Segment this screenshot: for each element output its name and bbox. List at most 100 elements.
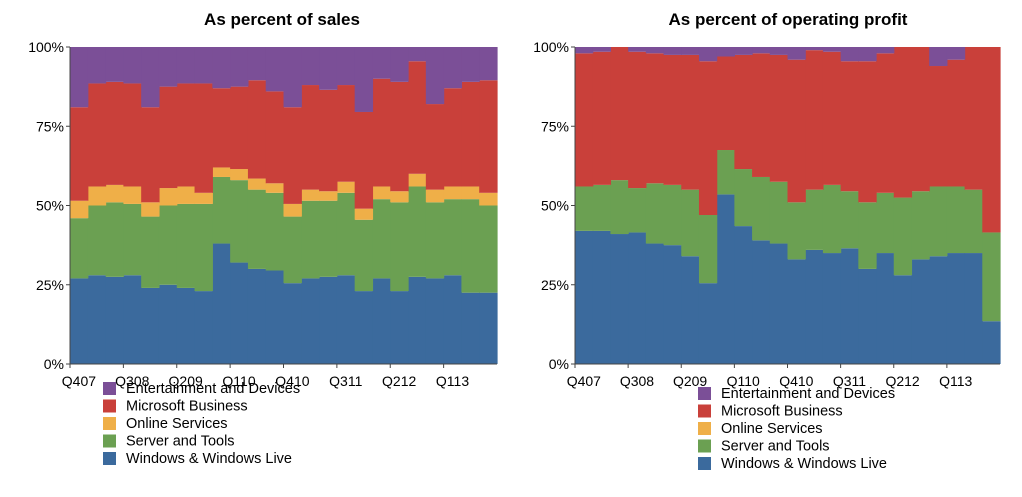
- profit-bar-windows-and-windows-live-q312: [911, 259, 930, 364]
- profit-bar-windows-and-windows-live-q210: [752, 240, 771, 364]
- profit-bar-server-and-tools-q208: [610, 180, 629, 235]
- sales-bar-microsoft-business-q411: [354, 111, 374, 209]
- profit-bar-microsoft-business-q108: [592, 51, 612, 185]
- sales-bar-windows-and-windows-live-q110: [230, 262, 249, 364]
- profit-bar-server-and-tools-q113: [946, 186, 966, 254]
- profit-bar-windows-and-windows-live-q412: [929, 256, 948, 364]
- profit-y-axis: 0% 25% 50% 75% 100%: [533, 39, 575, 372]
- sales-bar-windows-and-windows-live-q309: [194, 291, 213, 364]
- sales-bar-online-services-q313: [479, 192, 498, 206]
- profit-bar-entertainment-and-devices-q211: [822, 47, 842, 52]
- sales-bar-windows-and-windows-live-q210: [247, 268, 267, 364]
- sales-bar-online-services-q410: [283, 203, 302, 217]
- sales-bar-server-and-tools-q410: [283, 216, 302, 284]
- sales-bar-entertainment-and-devices-q210: [247, 47, 267, 81]
- sales-bar-online-services-q211: [319, 191, 338, 201]
- sales-bar-entertainment-and-devices-q212: [390, 47, 409, 82]
- profit-bar-entertainment-and-devices-q111: [805, 47, 824, 51]
- sales-bar-entertainment-and-devices-q108: [87, 47, 107, 84]
- profit-chart-title: As percent of operating profit: [669, 10, 908, 29]
- profit-bar-microsoft-business-q408: [645, 53, 665, 184]
- profit-bar-windows-and-windows-live-q209: [681, 256, 700, 364]
- profit-x-tick-label: Q113: [939, 373, 972, 389]
- profit-bar-microsoft-business-q313: [982, 47, 1001, 233]
- profit-bar-windows-and-windows-live-q408: [645, 243, 665, 364]
- sales-bar-microsoft-business-q213: [461, 81, 480, 187]
- sales-bar-microsoft-business-q113: [443, 88, 463, 187]
- sales-chart: As percent of sales 0% 25% 50% 75% 100% Q407…: [28, 10, 498, 467]
- sales-bar-microsoft-business-q313: [479, 80, 498, 193]
- sales-bar-server-and-tools-q312: [408, 186, 427, 277]
- sales-bar-server-and-tools-q109: [158, 205, 178, 285]
- sales-bar-microsoft-business-q309: [194, 83, 213, 193]
- profit-plot-area: [574, 47, 1001, 365]
- profit-bar-windows-and-windows-live-q111: [805, 249, 824, 364]
- profit-y-tick-label: 100%: [533, 39, 569, 55]
- sales-y-tick-label: 100%: [28, 39, 64, 55]
- sales-bar-microsoft-business-q208: [105, 81, 124, 185]
- profit-bar-microsoft-business-q210: [752, 53, 771, 177]
- sales-bar-server-and-tools-q309: [194, 203, 213, 292]
- sales-bar-microsoft-business-q410: [283, 107, 302, 204]
- profit-bar-server-and-tools-q310: [769, 181, 789, 244]
- sales-bar-microsoft-business-q308: [123, 83, 142, 187]
- profit-bar-server-and-tools-q412: [929, 186, 948, 257]
- sales-bar-entertainment-and-devices-q408: [141, 47, 160, 108]
- sales-bar-windows-and-windows-live-q111: [301, 278, 320, 364]
- sales-legend-swatch-server-and-tools: [103, 434, 116, 448]
- sales-bar-online-services-q411: [354, 208, 374, 220]
- sales-legend-label-microsoft-business: Microsoft Business: [126, 399, 248, 415]
- sales-bar-online-services-q111: [301, 189, 320, 201]
- profit-bar-microsoft-business-q308: [628, 51, 647, 189]
- sales-bar-online-services-q113: [443, 186, 463, 200]
- sales-y-tick-label: 75%: [36, 118, 64, 134]
- sales-bar-server-and-tools-q213: [461, 199, 480, 293]
- sales-bar-entertainment-and-devices-q112: [372, 47, 391, 79]
- sales-legend: Entertainment and Devices Microsoft Busin…: [103, 381, 300, 467]
- profit-y-tick-label: 25%: [541, 277, 569, 293]
- sales-bar-server-and-tools-q311: [336, 192, 356, 276]
- sales-x-axis: Q407 Q308 Q209 Q110 Q410 Q311 Q212 Q113: [62, 364, 469, 389]
- sales-bar-windows-and-windows-live-q112: [372, 278, 391, 364]
- profit-bar-entertainment-and-devices-q109: [663, 47, 682, 55]
- profit-bar-entertainment-and-devices-q309: [698, 47, 718, 62]
- sales-bar-windows-and-windows-live-q410: [283, 283, 302, 364]
- profit-bar-server-and-tools-q411: [858, 202, 877, 269]
- profit-series-server-and-tools: [575, 150, 1001, 322]
- profit-bar-server-and-tools-q109: [663, 184, 682, 246]
- sales-bar-microsoft-business-q409: [212, 88, 231, 168]
- sales-x-tick-label: Q110: [222, 373, 255, 389]
- profit-bar-windows-and-windows-live-q313: [982, 321, 1001, 364]
- profit-bar-server-and-tools-q308: [628, 188, 647, 233]
- profit-legend: Entertainment and Devices Microsoft Busin…: [698, 386, 895, 472]
- sales-legend-label-server-and-tools: Server and Tools: [126, 434, 235, 450]
- sales-bar-online-services-q209: [176, 186, 196, 204]
- sales-bar-microsoft-business-q109: [158, 86, 178, 189]
- profit-legend-label-online-services: Online Services: [721, 421, 823, 437]
- sales-bar-server-and-tools-q308: [123, 203, 142, 276]
- sales-x-tick-label: Q407: [62, 373, 96, 389]
- profit-bar-server-and-tools-q407: [575, 186, 594, 231]
- profit-bar-entertainment-and-devices-q410: [787, 47, 806, 60]
- profit-y-tick-label: 0%: [549, 356, 569, 372]
- sales-series-windows-and-windows-live: [70, 243, 498, 364]
- sales-y-axis: 0% 25% 50% 75% 100%: [28, 39, 70, 372]
- profit-bar-windows-and-windows-live-q407: [575, 230, 594, 364]
- sales-bar-server-and-tools-q412: [425, 202, 445, 279]
- profit-series-windows-and-windows-live: [575, 194, 1001, 365]
- sales-bar-windows-and-windows-live-q311: [336, 275, 356, 364]
- profit-bar-windows-and-windows-live-q211: [822, 253, 842, 364]
- sales-bar-windows-and-windows-live-q313: [479, 292, 498, 364]
- sales-bar-entertainment-and-devices-q409: [212, 47, 231, 89]
- sales-bar-windows-and-windows-live-q209: [176, 287, 196, 364]
- profit-bar-server-and-tools-q313: [982, 232, 1001, 322]
- profit-bar-microsoft-business-q109: [663, 54, 682, 185]
- profit-bar-microsoft-business-q110: [734, 54, 753, 170]
- profit-bar-server-and-tools-q213: [964, 189, 983, 254]
- profit-bar-server-and-tools-q212: [893, 197, 913, 276]
- sales-series-server-and-tools: [70, 176, 498, 293]
- profit-bar-entertainment-and-devices-q409: [716, 47, 735, 57]
- sales-bar-windows-and-windows-live-q408: [141, 287, 160, 364]
- sales-bar-microsoft-business-q412: [425, 104, 445, 190]
- profit-bar-microsoft-business-q310: [769, 54, 789, 182]
